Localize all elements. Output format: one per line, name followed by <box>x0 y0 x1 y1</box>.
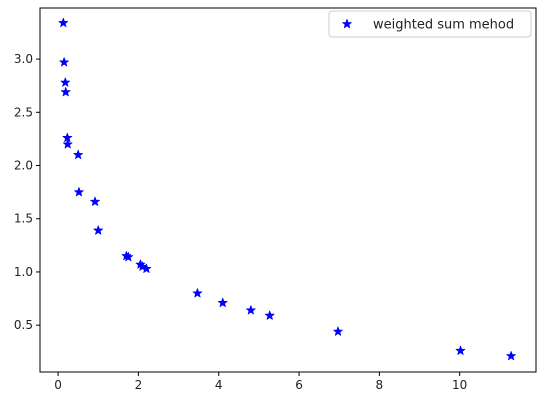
x-tick-label: 8 <box>376 378 384 392</box>
y-tick-label: 2.0 <box>14 159 33 173</box>
legend-label: weighted sum mehod <box>373 18 514 33</box>
y-tick-label: 0.5 <box>14 318 33 332</box>
x-tick-label: 0 <box>54 378 62 392</box>
y-tick-label: 3.0 <box>14 52 33 66</box>
x-tick-label: 10 <box>452 378 467 392</box>
y-tick-label: 1.5 <box>14 212 33 226</box>
y-tick-label: 2.5 <box>14 105 33 119</box>
x-tick-label: 6 <box>295 378 303 392</box>
x-tick-label: 4 <box>215 378 223 392</box>
x-tick-label: 2 <box>135 378 143 392</box>
legend: weighted sum mehod <box>329 11 531 37</box>
y-tick-label: 1.0 <box>14 265 33 279</box>
